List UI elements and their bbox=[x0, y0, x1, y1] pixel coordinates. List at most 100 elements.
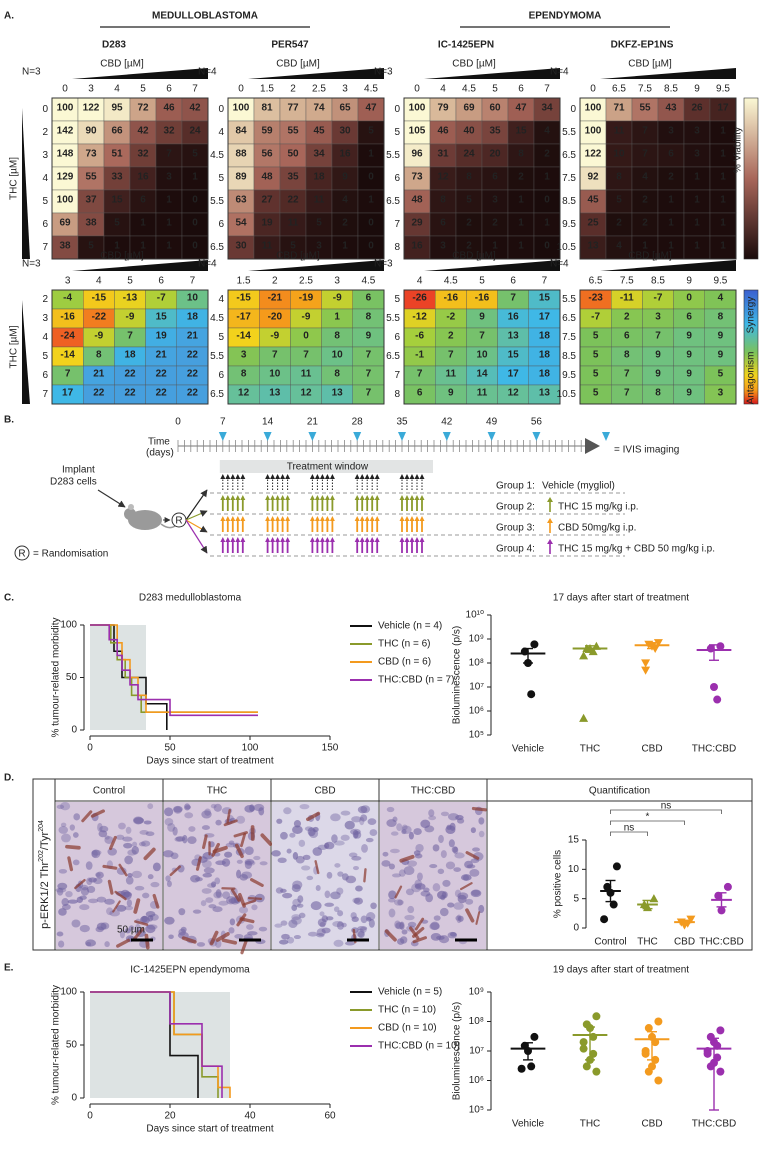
legend-label: CBD (n = 10) bbox=[378, 1023, 437, 1034]
dose-arrowhead bbox=[419, 474, 425, 479]
thc-tick: 6 bbox=[42, 219, 48, 230]
cell-value: 73 bbox=[411, 171, 423, 182]
nucleus bbox=[407, 905, 415, 914]
thc-tick: 6 bbox=[218, 370, 224, 381]
group-treatment: THC 15 mg/kg + CBD 50 mg/kg i.p. bbox=[558, 544, 715, 555]
thc-tick: 7 bbox=[394, 219, 400, 230]
nucleus bbox=[201, 888, 212, 894]
randomisation-circle bbox=[14, 545, 30, 561]
nucleus bbox=[297, 895, 304, 903]
nucleus bbox=[337, 910, 344, 917]
nucleus bbox=[351, 855, 362, 861]
cell-value: 84 bbox=[235, 125, 247, 136]
nucleus bbox=[215, 860, 226, 866]
nucleus bbox=[196, 942, 206, 947]
thc-tick: 5.5 bbox=[562, 127, 576, 138]
cell-value: 79 bbox=[437, 102, 449, 113]
significance-bracket bbox=[610, 831, 648, 836]
nucleus bbox=[131, 870, 143, 879]
imaging-marker bbox=[218, 432, 227, 441]
cell-value: 26 bbox=[691, 102, 703, 113]
cell-value: 1 bbox=[518, 217, 524, 228]
cell-value: 1 bbox=[720, 240, 726, 251]
dose-arrowhead bbox=[399, 537, 405, 542]
cell-value: 46 bbox=[163, 102, 175, 113]
imaging-marker bbox=[602, 432, 610, 441]
nucleus bbox=[283, 807, 292, 815]
dose-arrowhead bbox=[225, 537, 231, 542]
cbd-tick: 9 bbox=[694, 84, 700, 95]
group-label: Group 4: bbox=[496, 544, 535, 555]
stain bbox=[460, 882, 473, 891]
day-label: 14 bbox=[262, 417, 274, 428]
window-label: Treatment window bbox=[287, 462, 369, 473]
cell-value: 15 bbox=[156, 312, 168, 323]
stain bbox=[90, 809, 105, 818]
y-tick-label: 100 bbox=[60, 620, 77, 631]
nucleus bbox=[91, 850, 98, 858]
imaging-label: = IVIS imaging bbox=[614, 445, 679, 456]
nucleus bbox=[91, 849, 101, 859]
thc-tick: 3 bbox=[42, 150, 48, 161]
significance-bracket bbox=[610, 809, 722, 814]
nucleus bbox=[369, 829, 378, 837]
cell-value: 0 bbox=[303, 331, 309, 342]
thc-tick: 0 bbox=[42, 104, 48, 115]
nucleus bbox=[423, 887, 430, 893]
legend-label: Vehicle (n = 4) bbox=[378, 621, 442, 632]
x-tick-label: THC:CBD bbox=[692, 1119, 736, 1130]
nucleus bbox=[299, 804, 310, 810]
stain bbox=[412, 936, 427, 944]
thc-tick: 8.5 bbox=[562, 196, 576, 207]
data-point bbox=[641, 666, 651, 675]
dose-arrowhead bbox=[354, 474, 360, 479]
thc-tick: 6.5 bbox=[562, 313, 576, 324]
cell-value: 69 bbox=[463, 102, 475, 113]
cbd-tick: 0 bbox=[238, 84, 244, 95]
data-point bbox=[600, 915, 609, 924]
nucleus bbox=[246, 924, 254, 930]
thc-tick: 9.5 bbox=[562, 370, 576, 381]
cell-value: 21 bbox=[187, 331, 199, 342]
thc-tick: 5 bbox=[42, 351, 48, 362]
nucleus bbox=[352, 897, 361, 904]
nucleus bbox=[73, 813, 81, 821]
cell-value: 48 bbox=[261, 171, 273, 182]
cell-value: 1 bbox=[140, 240, 146, 251]
cell-value: -9 bbox=[126, 312, 135, 323]
thc-wedge bbox=[22, 108, 30, 259]
nucleus bbox=[126, 899, 133, 907]
cell-value: 45 bbox=[313, 125, 325, 136]
cell-value: 1 bbox=[368, 148, 374, 159]
stain bbox=[399, 854, 415, 863]
cell-value: -16 bbox=[444, 293, 459, 304]
cell-value: 9 bbox=[655, 369, 661, 380]
nucleus bbox=[445, 825, 456, 835]
dose-arrowhead bbox=[369, 516, 375, 521]
dose-arrowhead bbox=[319, 516, 325, 521]
cell-value: 22 bbox=[156, 388, 168, 399]
cell-value: 10 bbox=[613, 148, 625, 159]
cell-value: 7 bbox=[448, 350, 454, 361]
nucleus bbox=[124, 855, 133, 865]
cell-value: 1 bbox=[518, 194, 524, 205]
cbd-tick: 9.5 bbox=[713, 276, 727, 287]
stain bbox=[247, 896, 263, 900]
cell-value: 1 bbox=[694, 171, 700, 182]
cell-value: 45 bbox=[587, 194, 599, 205]
cell-value: -23 bbox=[588, 293, 603, 304]
cell-value: 4 bbox=[544, 125, 550, 136]
nucleus bbox=[440, 850, 447, 859]
cell-value: 15 bbox=[508, 350, 520, 361]
dose-arrowhead bbox=[324, 495, 330, 500]
dose-arrowhead bbox=[324, 537, 330, 542]
nucleus bbox=[317, 918, 327, 927]
cell-value: -19 bbox=[299, 293, 314, 304]
thc-tick: 2 bbox=[42, 127, 48, 138]
cell-line-name: PER547 bbox=[271, 40, 309, 51]
column-header: CBD bbox=[314, 786, 335, 797]
thc-tick: 6.5 bbox=[386, 196, 400, 207]
nucleus bbox=[86, 877, 93, 886]
nucleus bbox=[316, 928, 326, 936]
data-point bbox=[654, 1017, 663, 1026]
